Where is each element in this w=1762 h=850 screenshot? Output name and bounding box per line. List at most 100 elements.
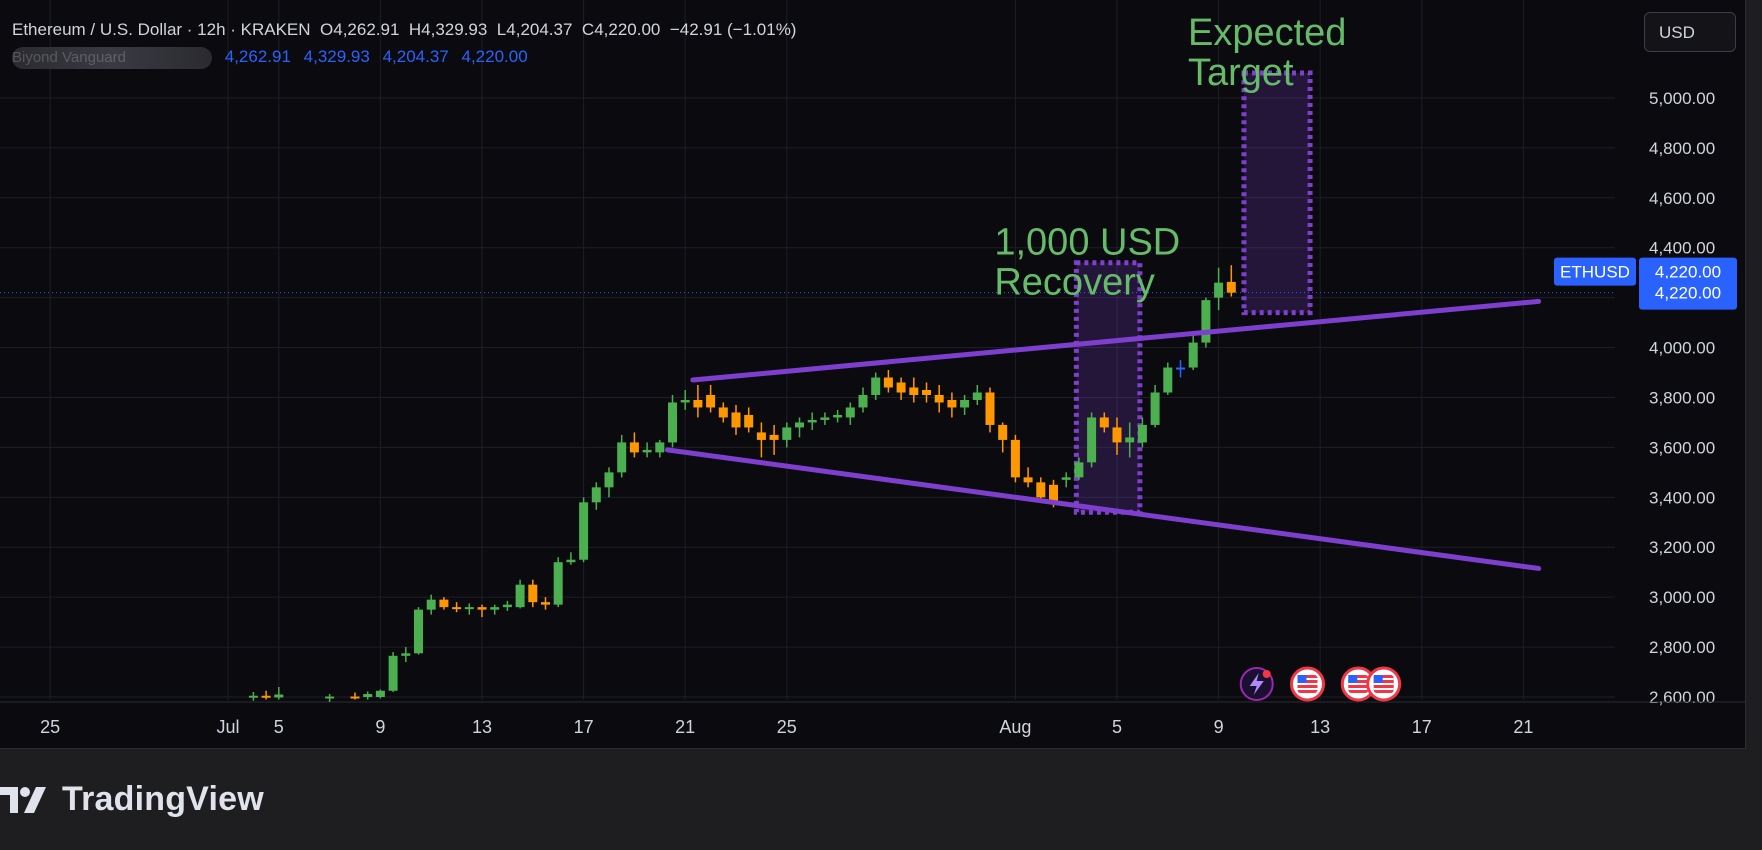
candle[interactable] — [807, 419, 817, 423]
price-line-badge-value: 4,220.00 — [1655, 284, 1721, 303]
candle[interactable] — [350, 696, 360, 699]
candle[interactable] — [909, 387, 919, 395]
candle[interactable] — [1023, 477, 1033, 483]
indicator-name-blurred[interactable]: Biyond Vanguard — [12, 47, 212, 69]
candle[interactable] — [1214, 282, 1224, 298]
candle[interactable] — [604, 472, 614, 488]
symbol-badge-text: ETHUSD — [1560, 263, 1630, 282]
candle[interactable] — [883, 377, 893, 388]
candle[interactable] — [833, 414, 843, 418]
candle[interactable] — [1137, 424, 1147, 443]
symbol-badge[interactable] — [1554, 257, 1636, 286]
candle[interactable] — [1163, 367, 1173, 393]
candle[interactable] — [693, 399, 703, 408]
candle[interactable] — [579, 502, 589, 560]
candle[interactable] — [426, 599, 436, 610]
candle[interactable] — [591, 487, 601, 503]
indicator-value: 4,329.93 — [303, 47, 370, 67]
close-value: 4,220.00 — [594, 20, 661, 39]
candle[interactable] — [490, 607, 500, 610]
candle[interactable] — [795, 422, 804, 428]
candle[interactable] — [642, 449, 652, 453]
candle[interactable] — [680, 399, 690, 403]
candle[interactable] — [363, 694, 373, 697]
candle[interactable] — [769, 434, 779, 440]
candle[interactable] — [998, 424, 1008, 440]
candle[interactable] — [934, 394, 944, 403]
y-tick-label: 4,000.00 — [1649, 339, 1715, 358]
y-tick-label: 2,600.00 — [1649, 688, 1715, 707]
trendline-lower[interactable] — [664, 447, 1542, 571]
flag-stripe — [1373, 678, 1394, 680]
candle[interactable] — [401, 653, 411, 656]
annotation-text-target: Target — [1188, 52, 1294, 94]
symbol-title[interactable]: Ethereum / U.S. Dollar · 12h · KRAKEN — [12, 20, 311, 39]
candle[interactable] — [718, 407, 728, 418]
candle[interactable] — [617, 442, 627, 473]
flag-stripe — [1348, 688, 1369, 690]
candle[interactable] — [1226, 281, 1236, 293]
candle[interactable] — [528, 584, 538, 603]
candle[interactable] — [452, 607, 462, 610]
candle[interactable] — [871, 377, 881, 395]
candle[interactable] — [414, 609, 423, 654]
candle[interactable] — [1074, 462, 1084, 478]
tradingview-logo[interactable]: TradingView — [0, 780, 264, 819]
candle[interactable] — [668, 402, 677, 443]
candle[interactable] — [655, 442, 665, 453]
annotation-text-target: Expected — [1188, 12, 1346, 54]
candle[interactable] — [439, 599, 449, 608]
candle[interactable] — [1201, 300, 1211, 343]
candle[interactable] — [1125, 437, 1135, 443]
y-tick-label: 3,000.00 — [1649, 588, 1715, 607]
candle[interactable] — [744, 414, 754, 428]
trendline-upper[interactable] — [690, 298, 1542, 383]
candle[interactable] — [1087, 417, 1097, 463]
candle[interactable] — [629, 442, 639, 453]
candle[interactable] — [464, 607, 474, 610]
candle[interactable] — [1010, 439, 1020, 478]
candle[interactable] — [1099, 417, 1109, 428]
candle[interactable] — [858, 394, 868, 408]
lightning-icon — [1249, 673, 1264, 695]
candle[interactable] — [756, 432, 766, 440]
candle[interactable] — [1112, 427, 1122, 443]
candle[interactable] — [1188, 342, 1198, 368]
x-tick-label: 25 — [40, 717, 60, 737]
candle[interactable] — [566, 559, 576, 563]
x-tick-label: Jul — [216, 717, 239, 737]
candle[interactable] — [375, 690, 385, 697]
candle[interactable] — [261, 695, 271, 698]
candle[interactable] — [731, 412, 741, 428]
candle[interactable] — [985, 392, 995, 425]
range-box-target[interactable] — [1241, 70, 1313, 316]
candle[interactable] — [553, 562, 563, 605]
candle[interactable] — [388, 655, 398, 691]
candle[interactable] — [820, 417, 830, 420]
currency-button[interactable]: USD — [1644, 12, 1736, 52]
chart-panel[interactable]: 2,600.00 2,800.00 3,000.00 3,200.00 3,400.00… — [0, 0, 1746, 749]
candle[interactable] — [845, 407, 855, 418]
candle[interactable] — [248, 695, 258, 698]
candle[interactable] — [922, 389, 931, 395]
candle[interactable] — [274, 694, 284, 698]
x-tick-label: 9 — [1214, 717, 1224, 737]
candle[interactable] — [515, 584, 525, 608]
candle[interactable] — [1049, 484, 1058, 503]
candle[interactable] — [782, 427, 792, 440]
candle[interactable] — [960, 399, 970, 408]
candle[interactable] — [541, 602, 550, 605]
candle[interactable] — [502, 604, 512, 608]
candle[interactable] — [1036, 482, 1046, 498]
candle[interactable] — [896, 382, 906, 393]
candle[interactable] — [706, 394, 716, 408]
candle[interactable] — [1176, 367, 1185, 370]
candle[interactable] — [972, 392, 982, 400]
candle[interactable] — [477, 607, 487, 610]
price-chart[interactable]: 2,600.00 2,800.00 3,000.00 3,200.00 3,400.00… — [0, 0, 1745, 748]
tradingview-logo-icon — [0, 786, 46, 813]
candle[interactable] — [947, 399, 957, 408]
candle[interactable] — [325, 696, 335, 699]
candle[interactable] — [1150, 392, 1160, 425]
candle[interactable] — [1061, 477, 1071, 480]
